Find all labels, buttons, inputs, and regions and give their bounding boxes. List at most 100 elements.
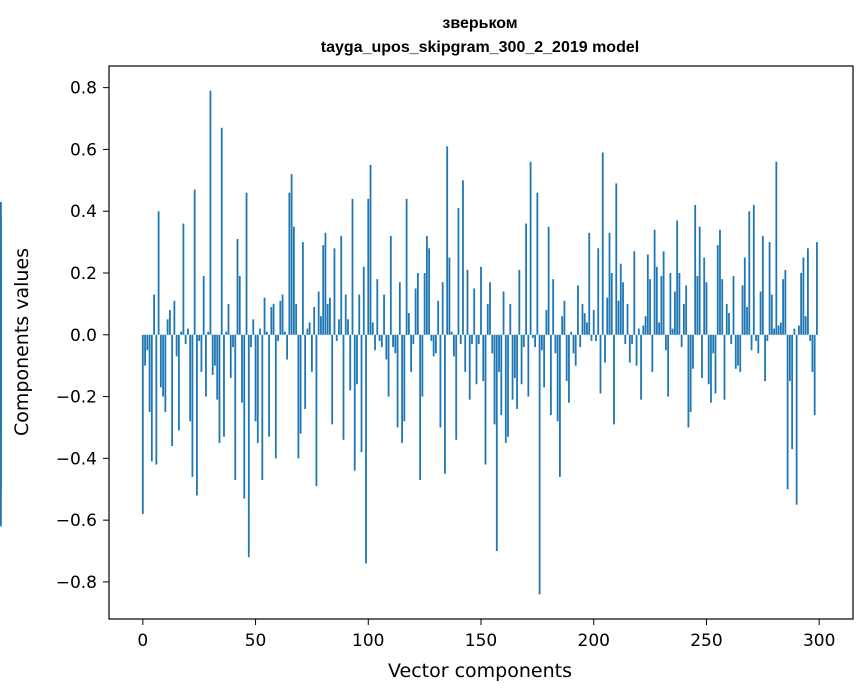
bar-193: [577, 285, 579, 335]
bar-254: [714, 334, 717, 394]
bar-95: [356, 334, 358, 385]
bar-5: [153, 294, 155, 335]
y-axis-ticks: −0.8 −0.6 −0.4 −0.2 0.0 0.2 0.4 0.6 0.8: [56, 79, 109, 593]
bar-6: [155, 334, 158, 465]
bar-undefined: [0, 276, 2, 335]
bar-287: [788, 334, 791, 382]
bar-285: [784, 269, 787, 335]
y-tick-label: 0.8: [70, 79, 97, 99]
x-tick-label: 300: [803, 631, 835, 651]
bar-13: [171, 334, 174, 446]
bar-191: [572, 334, 575, 354]
bar-11: [166, 319, 169, 335]
bar-41: [234, 334, 237, 480]
bar-283: [779, 322, 782, 335]
chart-subtitle: tayga_upos_skipgram_300_2_2019 model: [321, 39, 639, 56]
bar-99: [365, 334, 367, 564]
bar-250: [705, 282, 708, 335]
bar-296: [809, 334, 812, 341]
bar-164: [511, 334, 514, 400]
bar-211: [617, 300, 620, 335]
bar-47: [247, 334, 250, 558]
bar-265: [739, 334, 742, 372]
bar-180: [547, 226, 550, 335]
bar-140: [457, 208, 460, 335]
bar-17: [180, 331, 183, 335]
bar-120: [412, 334, 415, 345]
bar-227: [653, 229, 656, 335]
bar-87: [338, 319, 340, 335]
bar-92: [349, 334, 352, 391]
bar-286: [786, 334, 789, 490]
bar-21: [189, 334, 192, 422]
bar-129: [432, 334, 435, 357]
bar-23: [193, 189, 196, 335]
bar-19: [184, 334, 187, 345]
bar-294: [804, 316, 807, 335]
bar-110: [389, 235, 392, 335]
bar-219: [635, 334, 638, 366]
bar-213: [622, 282, 624, 335]
bar-38: [227, 303, 230, 335]
bar-9: [162, 334, 165, 397]
bar-246: [696, 276, 699, 335]
bar-262: [732, 276, 735, 335]
bar-116: [403, 334, 406, 422]
bar-66: [290, 174, 293, 335]
bar-57: [270, 306, 273, 335]
bar-170: [525, 223, 527, 335]
bar-124: [421, 334, 424, 397]
bar-8: [159, 334, 162, 388]
bar-243: [689, 334, 692, 413]
y-tick-label: −0.8: [56, 573, 97, 593]
bar-25: [198, 334, 201, 341]
x-tick-label: 50: [245, 631, 267, 651]
bar-187: [563, 300, 566, 335]
bar-221: [640, 334, 642, 400]
bar-185: [559, 334, 561, 477]
bar-142: [462, 180, 464, 335]
bar-204: [601, 152, 604, 335]
bar-undefined: [0, 334, 2, 419]
bar-155: [491, 334, 494, 354]
y-tick-label: −0.6: [56, 511, 97, 531]
bar-39: [229, 334, 232, 379]
bar-44: [241, 334, 243, 403]
bar-198: [588, 232, 591, 335]
bar-114: [398, 282, 401, 335]
bar-238: [678, 272, 681, 335]
bar-274: [759, 291, 762, 335]
bar-29: [207, 331, 210, 335]
bar-203: [599, 334, 602, 394]
bar-165: [513, 334, 516, 379]
bar-126: [425, 235, 428, 335]
bar-36: [223, 334, 225, 437]
bar-151: [482, 334, 485, 382]
bar-179: [545, 310, 548, 335]
bar-0: [141, 334, 144, 514]
bar-85: [333, 248, 336, 335]
bar-189: [568, 334, 570, 403]
bar-20: [187, 328, 189, 335]
bar-37: [225, 331, 228, 335]
bar-220: [637, 328, 640, 335]
bar-157: [495, 334, 498, 552]
y-tick-label: −0.4: [56, 449, 97, 469]
bar-240: [683, 303, 685, 335]
bar-230: [660, 276, 663, 335]
bar-148: [475, 334, 478, 385]
bar-206: [606, 297, 609, 335]
bar-177: [540, 334, 543, 351]
bar-207: [608, 232, 611, 335]
bar-225: [649, 279, 651, 335]
bar-183: [554, 334, 557, 354]
bar-112: [394, 334, 397, 354]
bar-93: [351, 198, 354, 335]
bar-15: [175, 334, 178, 357]
bar-141: [459, 334, 462, 345]
bar-247: [698, 226, 701, 335]
bar-181: [549, 334, 552, 416]
bar-98: [362, 266, 365, 335]
bar-135: [446, 146, 449, 335]
y-tick-label: −0.2: [56, 388, 97, 408]
